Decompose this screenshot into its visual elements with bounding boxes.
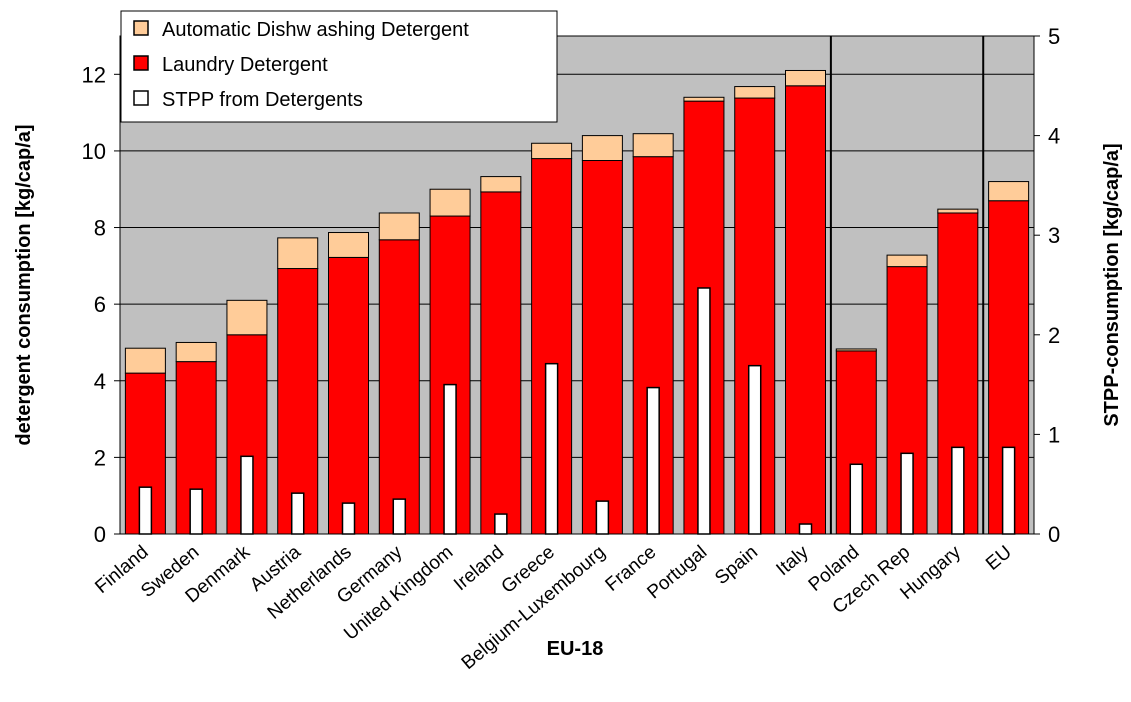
- bar-dishwashing: [429, 188, 471, 217]
- y-tick-label: 2: [94, 445, 106, 470]
- y-tick-label: 0: [94, 522, 106, 547]
- legend-label: Laundry Detergent: [162, 54, 328, 76]
- y2-tick-label: 5: [1048, 24, 1060, 49]
- bar-stpp: [138, 486, 153, 535]
- bar-dishwashing: [785, 69, 826, 87]
- bar-stpp: [951, 446, 965, 535]
- separators: [829, 36, 985, 534]
- bar-laundry: [378, 239, 420, 535]
- bar-stpp: [900, 452, 914, 535]
- y-tick-label: 8: [94, 216, 106, 241]
- y-axis: 0 2 4 6 8 10 12: [82, 36, 121, 547]
- y-tick-label: 6: [94, 292, 106, 317]
- bar-dishwashing: [581, 135, 623, 162]
- x-axis-title: EU-18: [547, 638, 604, 660]
- x-tick-label: Italy: [773, 541, 814, 580]
- bar-stpp: [189, 488, 203, 535]
- y2-tick-label: 0: [1048, 522, 1060, 547]
- legend-label: STPP from Detergents: [162, 89, 363, 111]
- bar-dishwashing: [480, 176, 522, 193]
- bar-dishwashing: [378, 212, 420, 241]
- legend-swatch: [133, 90, 149, 106]
- bar-dishwashing: [835, 348, 877, 352]
- bar-laundry: [328, 256, 369, 535]
- bar-dishwashing: [683, 96, 725, 102]
- y2-tick-label: 2: [1048, 323, 1060, 348]
- x-tick-label: Spain: [711, 542, 762, 589]
- bar-laundry: [785, 85, 826, 535]
- bar-laundry: [480, 191, 522, 535]
- y-tick-label: 10: [82, 139, 106, 164]
- bar-dishwashing: [175, 341, 217, 363]
- bar-laundry: [277, 268, 319, 535]
- x-tick-label: Ireland: [450, 542, 508, 595]
- bar-stpp: [798, 523, 813, 535]
- x-tick-label: EU: [982, 542, 1016, 575]
- legend-box: [120, 10, 558, 123]
- y2-axis-title: STPP-consumption [kg/cap/a]: [1101, 143, 1123, 426]
- bar-stpp: [290, 492, 305, 535]
- y2-axis: 0 1 2 3 4 5: [1033, 24, 1060, 547]
- y-axis-title: detergent consumption [kg/cap/a]: [13, 124, 35, 445]
- gridlines: [120, 73, 1034, 458]
- legend-swatch: [133, 20, 149, 36]
- bar-dishwashing: [886, 254, 928, 268]
- bar-laundry: [581, 160, 623, 535]
- bar-dishwashing: [328, 232, 369, 258]
- bar-stpp: [240, 455, 254, 535]
- bar-stpp: [341, 502, 356, 535]
- bar-dishwashing: [277, 237, 319, 270]
- y-tick-label: 12: [82, 62, 106, 87]
- bar-stpp: [849, 463, 864, 535]
- bars: [120, 69, 1034, 535]
- bar-dishwashing: [632, 133, 674, 158]
- bar-dishwashing: [937, 208, 979, 214]
- bar-stpp: [544, 362, 559, 535]
- bar-stpp: [595, 500, 610, 535]
- legend-label: Automatic Dishw ashing Detergent: [162, 19, 469, 41]
- bar-stpp: [646, 386, 660, 535]
- legend-swatch: [133, 55, 149, 71]
- bar-dishwashing: [226, 299, 268, 336]
- y2-tick-label: 4: [1048, 124, 1060, 149]
- bar-stpp: [1001, 446, 1016, 535]
- bar-dishwashing: [531, 142, 573, 160]
- bar-stpp: [392, 498, 407, 535]
- y2-tick-label: 3: [1048, 223, 1060, 248]
- legend: Automatic Dishw ashing Detergent Laundry …: [120, 10, 558, 123]
- bar-dishwashing: [988, 181, 1030, 202]
- bar-dishwashing: [734, 86, 776, 99]
- bar-stpp: [494, 513, 508, 535]
- bar-stpp: [697, 287, 711, 535]
- bar-dishwashing: [124, 347, 166, 374]
- bar-stpp: [443, 383, 457, 535]
- y2-tick-label: 1: [1048, 422, 1060, 447]
- bar-stpp: [747, 364, 762, 535]
- y-tick-label: 4: [94, 369, 106, 394]
